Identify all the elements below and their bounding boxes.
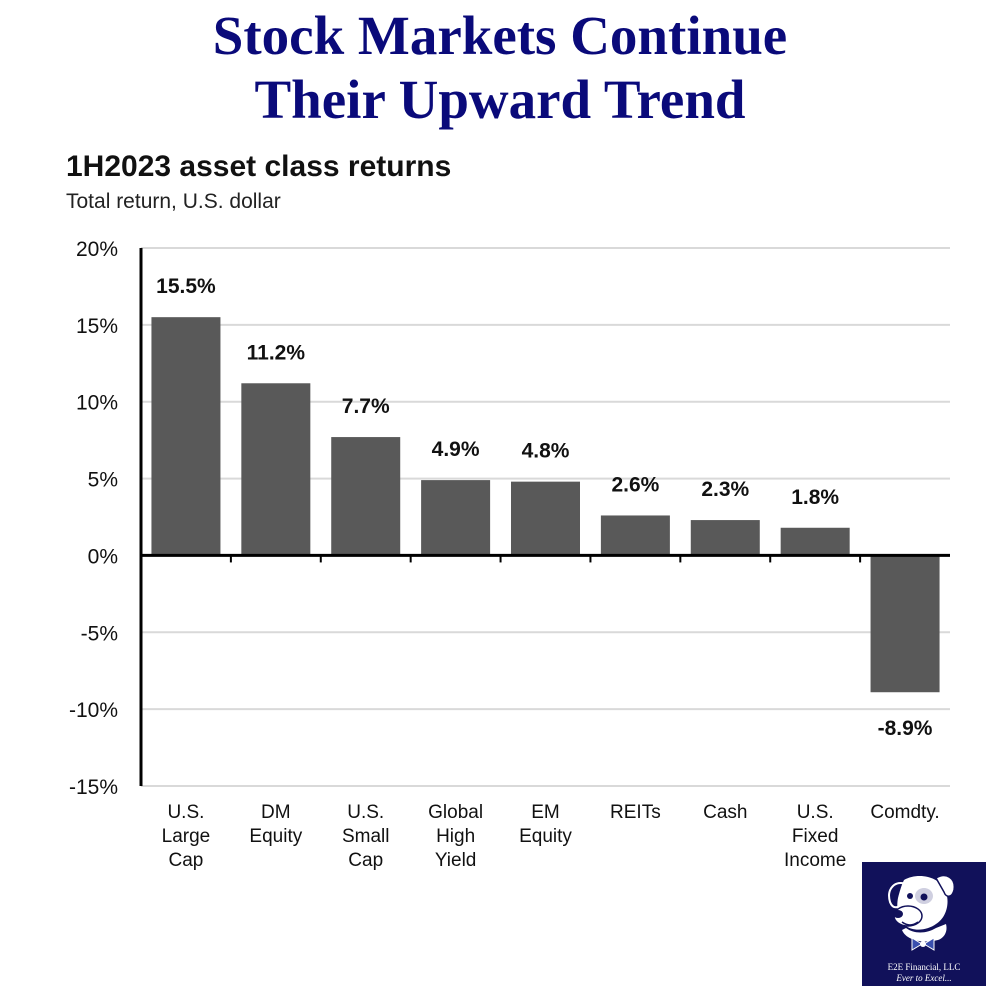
x-category-label: Small [342, 826, 390, 847]
headline: Stock Markets Continue Their Upward Tren… [0, 4, 1000, 132]
x-category-label: Yield [435, 850, 477, 871]
data-label: 2.6% [611, 473, 659, 496]
bar [870, 555, 940, 693]
data-label: 7.7% [342, 395, 390, 418]
data-label: 4.9% [432, 438, 480, 461]
data-label: 1.8% [791, 486, 839, 509]
y-tick-label: -15% [69, 776, 118, 799]
bar [511, 481, 580, 556]
x-category-label: U.S. [797, 802, 834, 823]
x-category-label: EM [531, 802, 560, 823]
x-category-label: U.S. [347, 802, 384, 823]
data-label: 15.5% [156, 275, 216, 298]
dog-mascot-icon [888, 874, 955, 951]
bar [690, 520, 760, 556]
x-category-label: Equity [249, 826, 302, 847]
x-category-label: Fixed [792, 826, 838, 847]
bar [600, 515, 670, 556]
headline-line-1: Stock Markets Continue [212, 5, 788, 66]
x-category-label: Income [784, 850, 846, 871]
x-category-label: Comdty. [870, 802, 939, 823]
x-category-label: U.S. [167, 802, 204, 823]
x-category-label: DM [261, 802, 291, 823]
y-tick-label: 0% [88, 545, 118, 568]
y-tick-label: 10% [76, 392, 118, 415]
x-category-label: Cap [169, 850, 204, 871]
y-tick-label: -5% [81, 622, 118, 645]
y-tick-label: 20% [76, 238, 118, 261]
company-logo: E2E Financial, LLC Ever to Excel... [862, 862, 986, 986]
bar [151, 317, 221, 556]
logo-tagline: Ever to Excel... [896, 973, 952, 983]
bar [780, 527, 850, 556]
data-label: 11.2% [247, 341, 306, 364]
x-category-label: Equity [519, 826, 572, 847]
bar [331, 437, 401, 556]
data-label: -8.9% [878, 717, 933, 740]
bar [421, 480, 491, 556]
chart-subtitle: Total return, U.S. dollar [66, 190, 281, 213]
chart-title: 1H2023 asset class returns [66, 150, 452, 183]
headline-line-2: Their Upward Trend [254, 69, 746, 130]
x-category-label: REITs [610, 802, 661, 823]
x-category-label: Global [428, 802, 483, 823]
x-category-label: Cash [703, 802, 747, 823]
x-category-label: Cap [348, 850, 383, 871]
data-label: 4.8% [522, 440, 570, 463]
bar [241, 383, 311, 556]
logo-company-name: E2E Financial, LLC [887, 962, 961, 972]
y-tick-label: -10% [69, 699, 118, 722]
x-category-label: High [436, 826, 475, 847]
x-category-label: Large [162, 826, 211, 847]
y-tick-label: 5% [88, 469, 118, 492]
y-tick-label: 15% [76, 315, 118, 338]
data-label: 2.3% [701, 478, 749, 501]
